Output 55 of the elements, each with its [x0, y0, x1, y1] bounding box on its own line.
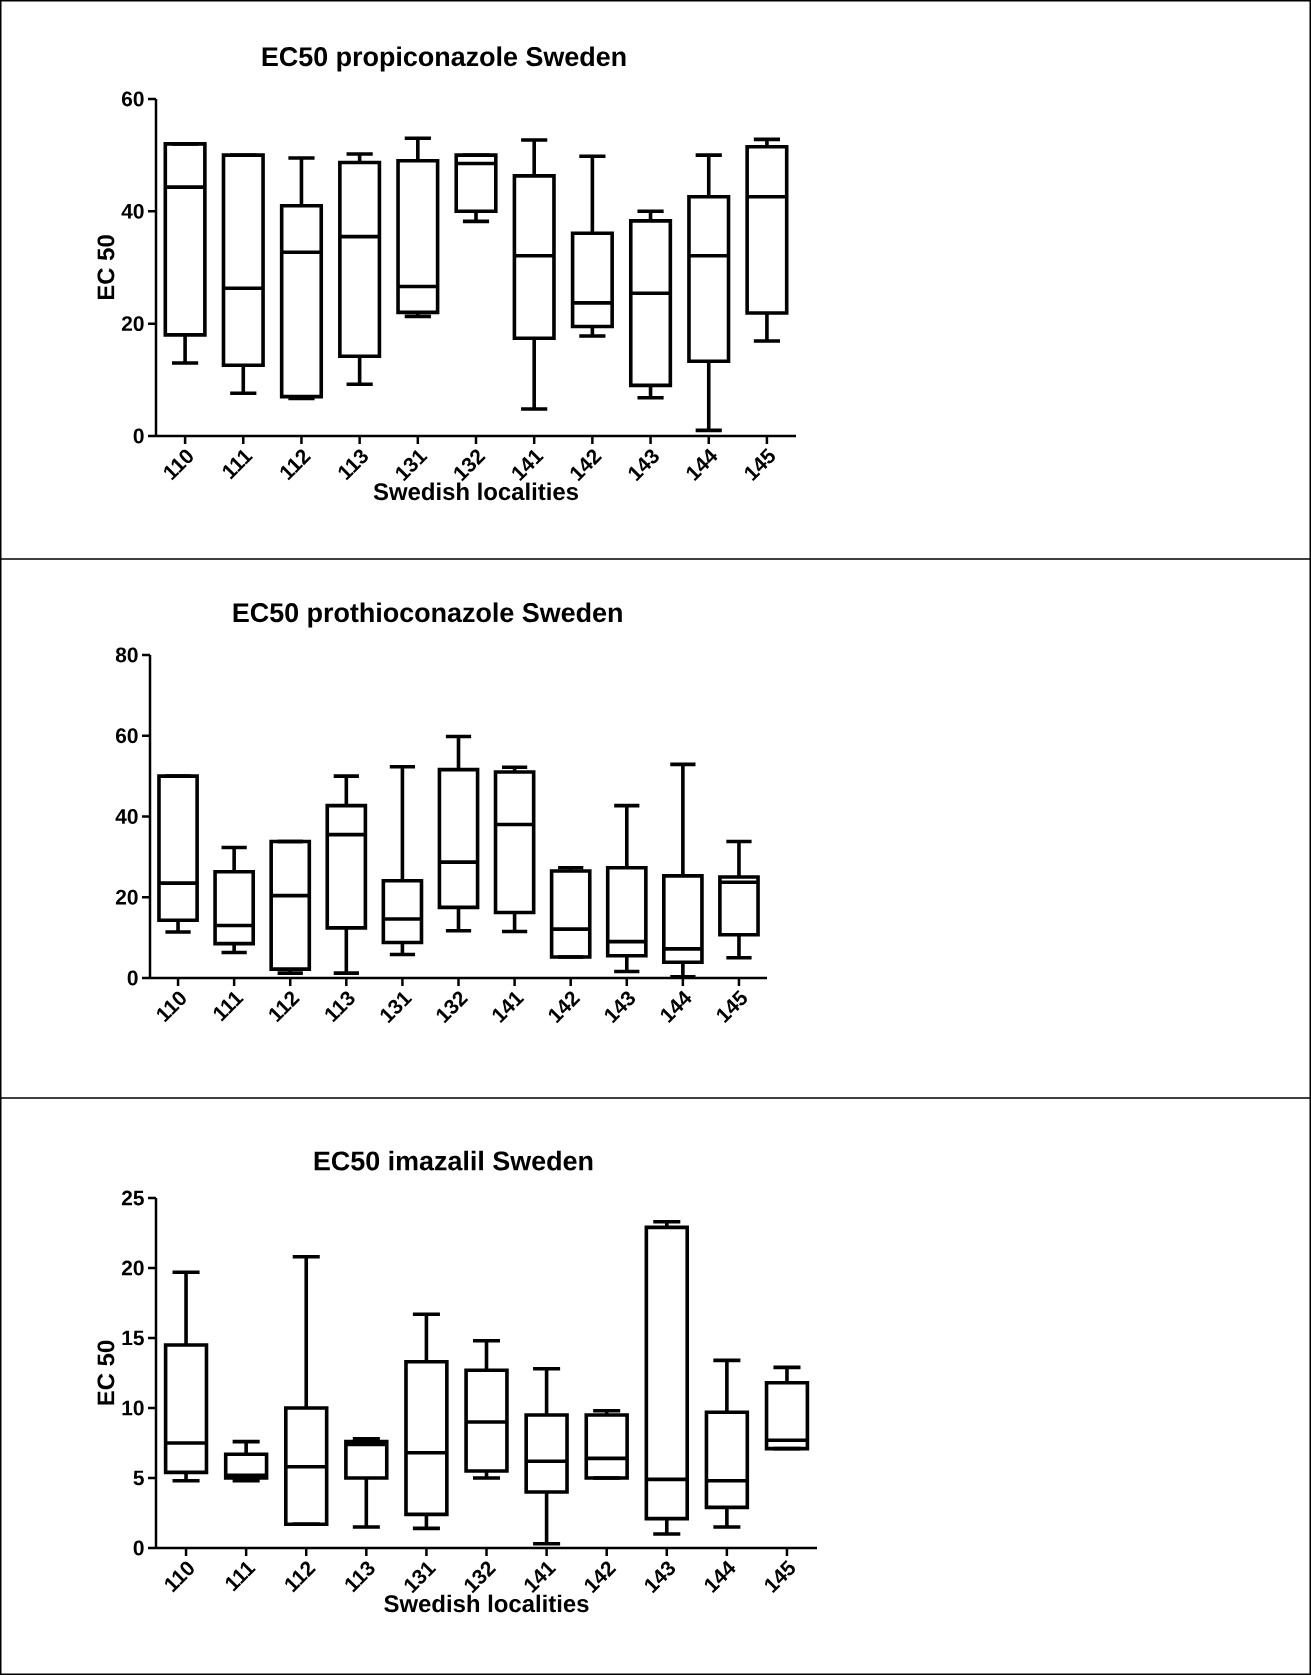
x-tick-label: 142: [548, 991, 581, 1024]
x-tick-label: 132: [464, 1561, 497, 1594]
y-axis-title: EC 50: [97, 235, 115, 300]
x-tick-label: 113: [345, 1561, 375, 1593]
chart-title: EC50 imazalil Sweden: [314, 1150, 593, 1171]
y-tick-label: 80: [115, 647, 138, 663]
x-tick-label: 112: [269, 991, 300, 1023]
x-tick-label: 110: [164, 449, 193, 481]
x-tick-label: 143: [628, 449, 659, 482]
x-tick-label: 112: [285, 1561, 316, 1593]
x-tick-label: 144: [704, 1560, 736, 1594]
x-tick-label: 142: [570, 449, 603, 482]
x-tick-label: 110: [165, 1561, 194, 1593]
y-tick-label: 60: [115, 728, 138, 744]
x-tick-label: 145: [764, 1560, 795, 1594]
x-tick-label: 131: [380, 992, 413, 1024]
x-tick-label: 145: [744, 448, 775, 482]
y-tick-label: 5: [133, 1470, 144, 1486]
y-tick-label: 20: [121, 1260, 144, 1276]
x-tick-label: 111: [222, 449, 254, 480]
x-tick-label: 141: [492, 991, 525, 1024]
y-tick-label: 20: [115, 889, 138, 905]
x-tick-label: 112: [280, 449, 312, 481]
y-tick-label: 0: [133, 1540, 144, 1556]
x-axis-title: Swedish localities: [384, 1594, 589, 1613]
x-tick-label: 132: [454, 449, 486, 482]
x-tick-label: 143: [644, 1561, 676, 1594]
y-tick-label: 60: [121, 91, 144, 107]
x-tick-label: 132: [436, 991, 469, 1024]
y-tick-label: 20: [121, 316, 144, 332]
y-tick-label: 0: [133, 428, 144, 444]
x-tick-label: 111: [213, 991, 244, 1022]
x-tick-label: 143: [604, 991, 636, 1024]
chart-title: EC50 propiconazole Sweden: [262, 46, 626, 72]
x-tick-label: 111: [225, 1561, 256, 1592]
y-tick-label: 40: [121, 203, 144, 219]
x-tick-label: 110: [157, 991, 186, 1023]
x-tick-label: 141: [512, 449, 544, 482]
x-tick-label: 141: [524, 1561, 557, 1594]
x-axis-title: Swedish localities: [373, 482, 578, 501]
x-tick-label: 142: [584, 1561, 617, 1594]
y-tick-label: 10: [122, 1400, 144, 1416]
y-tick-label: 0: [127, 970, 138, 986]
y-axis-title: EC 50: [97, 1340, 115, 1405]
y-tick-label: 15: [122, 1330, 144, 1346]
y-tick-label: 40: [115, 809, 138, 824]
x-tick-label: 113: [338, 449, 368, 481]
x-tick-label: 144: [660, 990, 692, 1024]
x-tick-label: 131: [395, 449, 428, 482]
x-tick-label: 131: [404, 1562, 437, 1594]
y-tick-label: 25: [121, 1190, 144, 1206]
x-tick-label: 145: [716, 990, 747, 1024]
x-tick-label: 113: [325, 991, 355, 1023]
x-tick-label: 144: [686, 448, 718, 482]
chart-title: EC50 prothioconazole Sweden: [233, 602, 622, 628]
